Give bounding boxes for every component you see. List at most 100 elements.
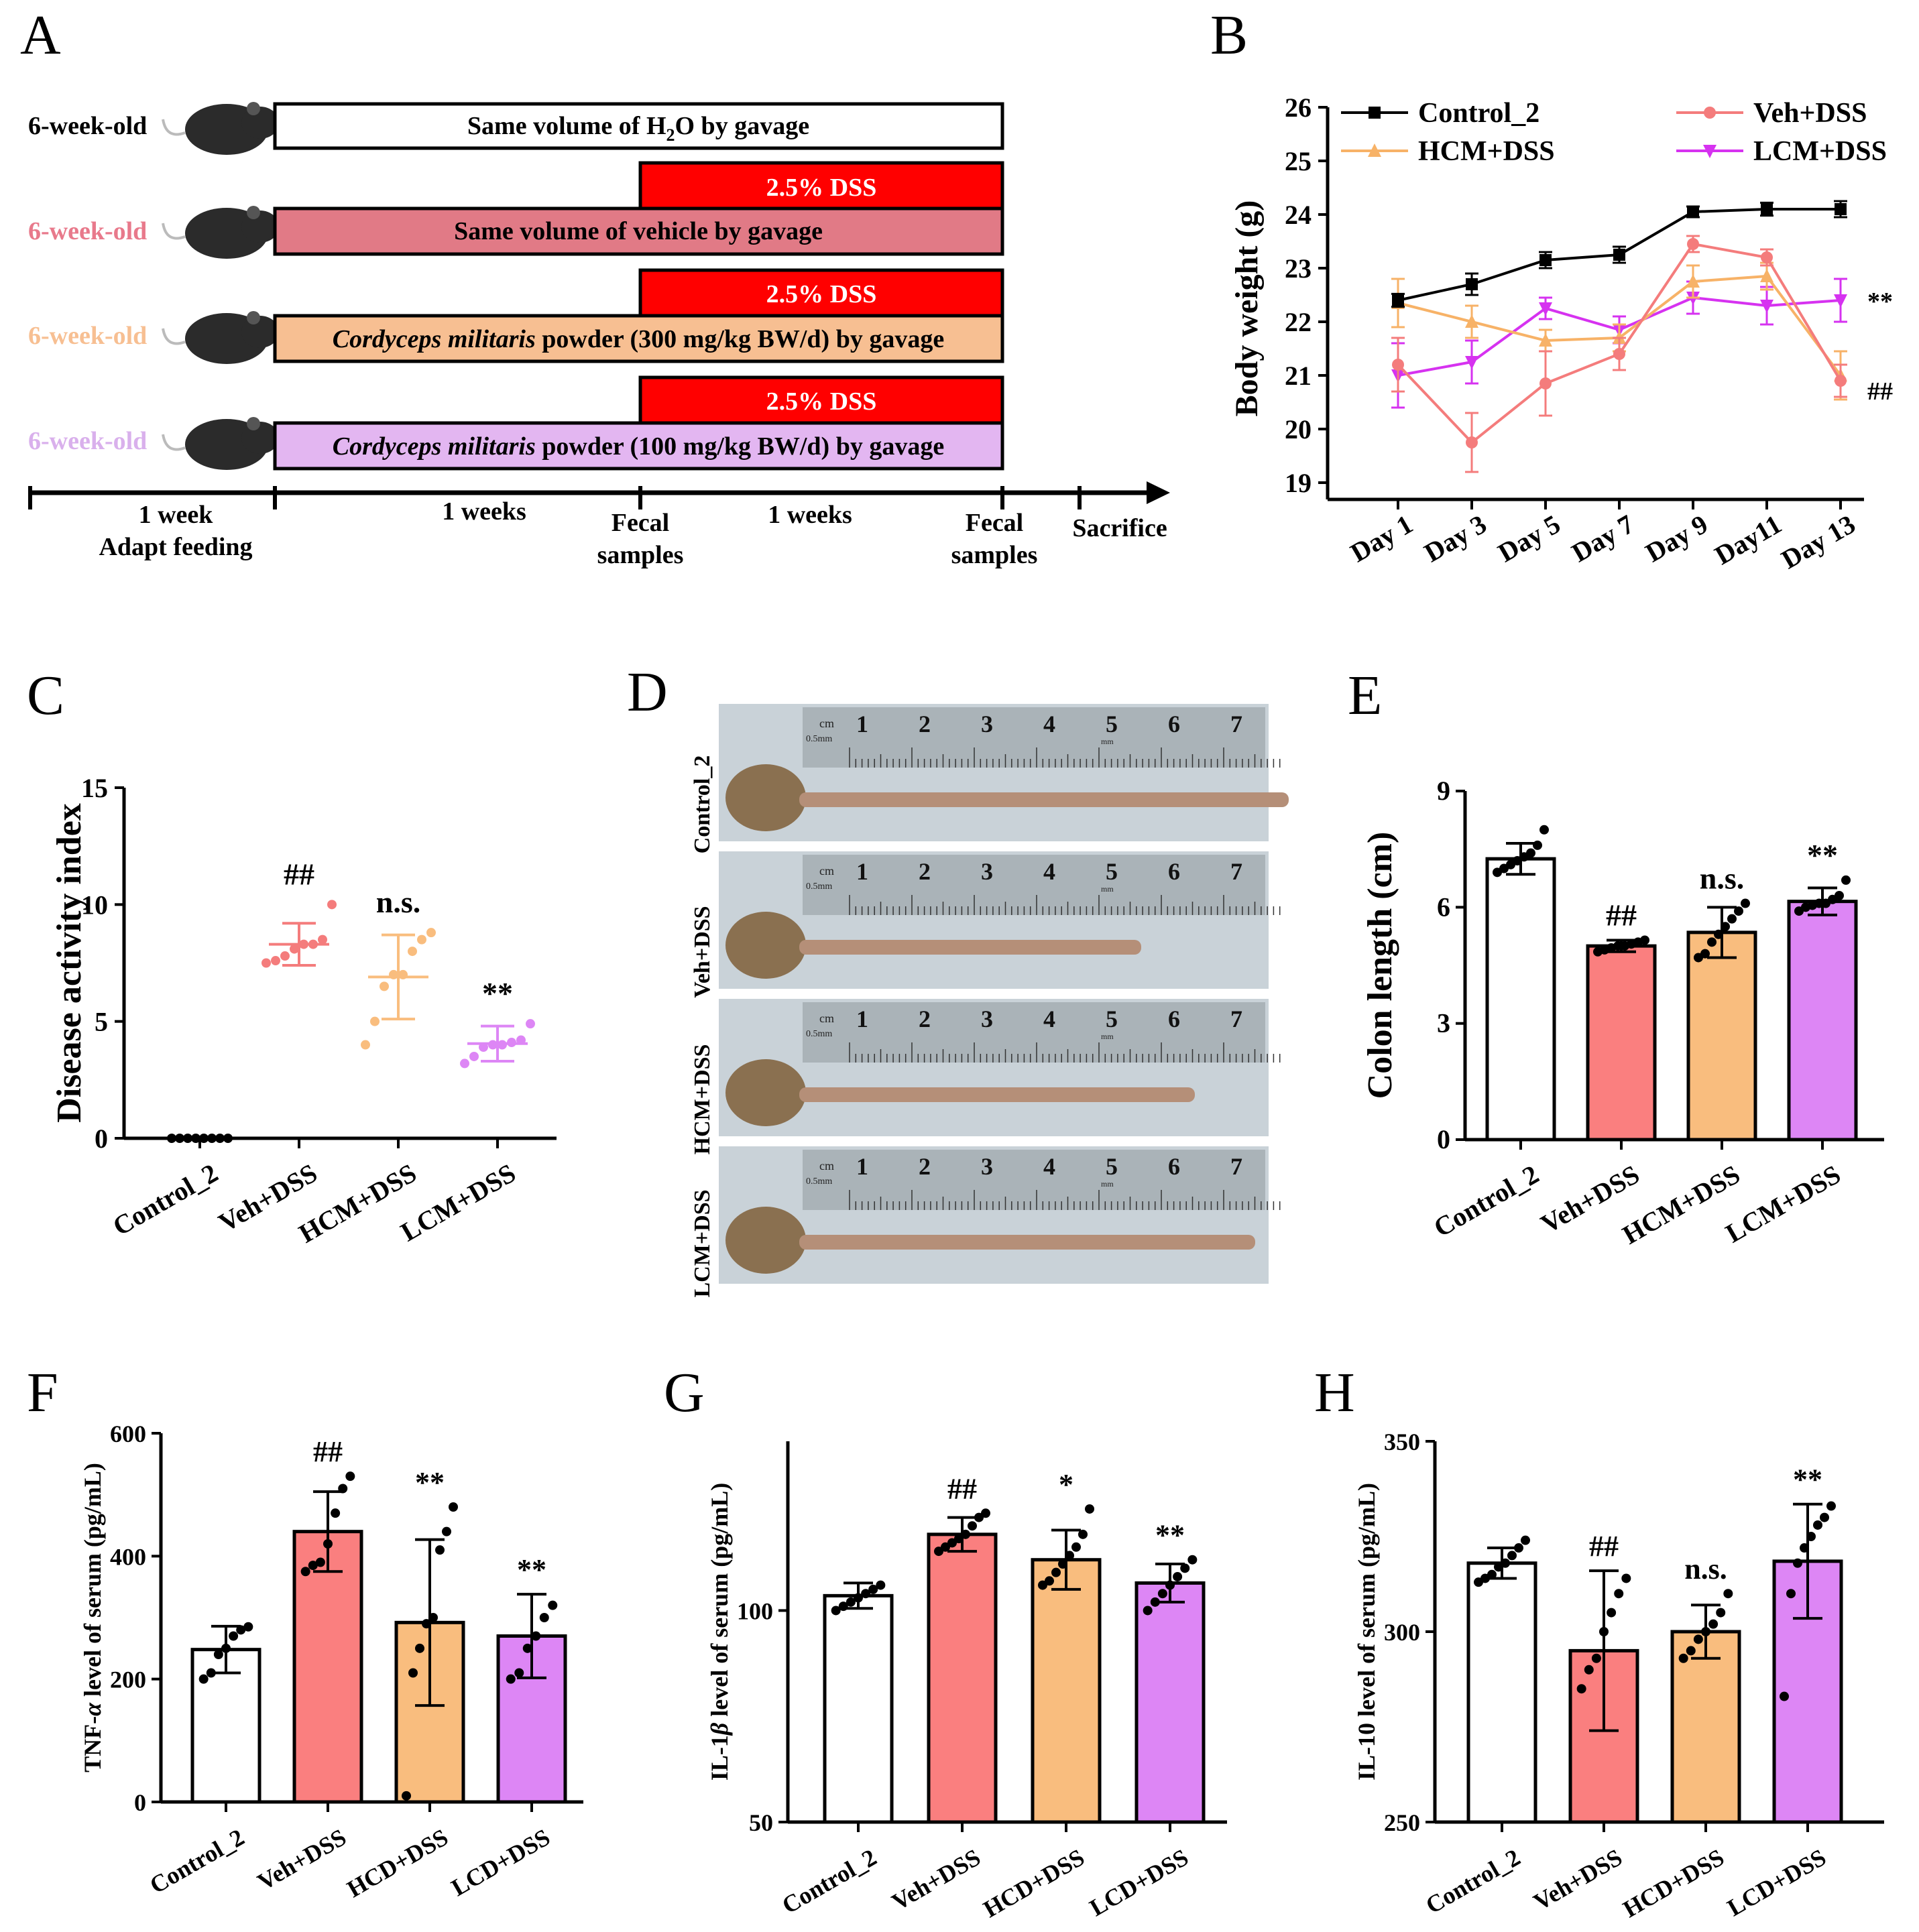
x-tick-label: Veh+DSS [887, 1844, 985, 1915]
significance-label: ** [1807, 838, 1838, 872]
ruler-unit: cm [819, 1012, 834, 1025]
data-point [1678, 1653, 1688, 1663]
significance-label: ** [517, 1553, 546, 1586]
ruler-number: 1 [856, 858, 868, 885]
cecum [725, 1207, 806, 1274]
age-label-veh: 6-week-old [28, 217, 147, 245]
x-tick-label: Control_2 [145, 1823, 249, 1898]
x-tick-label: HCD+DSS [343, 1823, 453, 1903]
data-point [1392, 294, 1404, 306]
colon-photo-panel: Control_2 Veh+DSS HCM+DSS LCM+DSS cm 0.5m… [690, 704, 1289, 1298]
ruler-unit: mm [1101, 1179, 1114, 1189]
data-point [261, 958, 271, 968]
data-point [327, 900, 337, 910]
data-point [1826, 1501, 1836, 1511]
data-point [469, 1051, 479, 1061]
ruler-number: 3 [981, 1006, 993, 1032]
y-tick-label: 600 [110, 1421, 146, 1447]
y-tick-label: 300 [1384, 1619, 1420, 1646]
lcm-gavage-text: Cordyceps militaris powder (100 mg/kg BW… [333, 432, 944, 461]
x-tick-label: LCM+DSS [1721, 1159, 1846, 1249]
x-tick-label: Veh+DSS [253, 1823, 351, 1895]
x-tick-label: Day 5 [1493, 509, 1565, 568]
data-point [408, 1668, 418, 1678]
significance-label: ## [313, 1435, 343, 1468]
mouse-icon [162, 311, 279, 364]
data-point [1741, 898, 1750, 908]
data-point [1071, 1542, 1081, 1552]
y-tick-label: 0 [95, 1124, 108, 1154]
ruler-number: 1 [856, 1153, 868, 1180]
data-point [514, 1668, 524, 1678]
dss-bar-veh [638, 161, 1004, 210]
data-point [1539, 825, 1549, 835]
cecum [725, 1059, 806, 1126]
data-point [1814, 898, 1824, 908]
data-point [380, 981, 389, 991]
x-tick-label: Day 13 [1776, 509, 1860, 575]
data-point [1721, 922, 1730, 932]
data-point [1621, 1573, 1631, 1583]
data-point [1180, 1563, 1190, 1573]
data-point [1640, 935, 1649, 945]
ruler-number: 1 [856, 711, 868, 737]
ruler-number: 2 [919, 1006, 931, 1032]
ruler-number: 4 [1043, 1006, 1055, 1032]
y-tick-label: 100 [737, 1597, 773, 1624]
data-point [1806, 1532, 1816, 1541]
mouse-icon [162, 417, 279, 470]
y-tick-label: 0 [1437, 1124, 1450, 1154]
significance-label: ## [284, 857, 314, 891]
data-point [531, 1631, 541, 1641]
cecum [725, 912, 806, 979]
ruler [803, 1150, 1265, 1210]
y-tick-label: 5 [95, 1007, 108, 1037]
data-point [318, 934, 327, 945]
timeline-sacrifice: Sacrifice [1072, 514, 1167, 542]
data-point [1539, 333, 1552, 347]
colon [799, 1087, 1195, 1102]
data-point [1687, 238, 1699, 250]
mouse-icon [162, 206, 279, 259]
data-point [315, 1557, 325, 1567]
x-tick-label: HCD+DSS [1619, 1844, 1729, 1923]
data-point [1514, 1543, 1523, 1553]
x-tick-label: Control_2 [1429, 1159, 1544, 1243]
data-point [442, 1526, 451, 1536]
data-point [498, 1040, 507, 1050]
ruler-number: 7 [1230, 1006, 1242, 1032]
data-point [974, 1512, 984, 1522]
data-point [1058, 1559, 1067, 1569]
ruler-unit: mm [1101, 737, 1114, 746]
vehicle-gavage-text: Same volume of vehicle by gavage [454, 217, 823, 245]
dss-text-lcm: 2.5% DSS [766, 387, 877, 416]
data-point [516, 1035, 526, 1045]
data-point [1716, 1608, 1726, 1618]
data-point [1085, 1504, 1094, 1514]
data-point [331, 1508, 341, 1518]
data-point [308, 1561, 318, 1571]
ruler-number: 4 [1043, 858, 1055, 885]
panel-label-h: H [1314, 1362, 1355, 1424]
data-point [1539, 377, 1552, 389]
data-point [1045, 1576, 1054, 1586]
data-point [941, 1542, 950, 1552]
data-point [213, 1650, 223, 1659]
data-point [338, 1484, 348, 1494]
photo-row-label-control: Control_2 [690, 756, 715, 854]
panel-label-d: D [627, 661, 668, 723]
data-point [1760, 269, 1773, 282]
data-point [243, 1622, 253, 1632]
colon [799, 940, 1141, 955]
ruler-number: 5 [1106, 1006, 1118, 1032]
data-point [838, 1602, 848, 1612]
data-point [1686, 274, 1700, 288]
y-tick-label: 0 [134, 1789, 146, 1816]
x-tick-label: LCD+DSS [1085, 1844, 1193, 1921]
y-tick-label: 200 [110, 1667, 146, 1693]
data-point [1707, 937, 1717, 947]
x-tick-label: Control_2 [1421, 1844, 1525, 1919]
y-tick-label: 50 [749, 1809, 773, 1836]
data-point [868, 1584, 878, 1594]
